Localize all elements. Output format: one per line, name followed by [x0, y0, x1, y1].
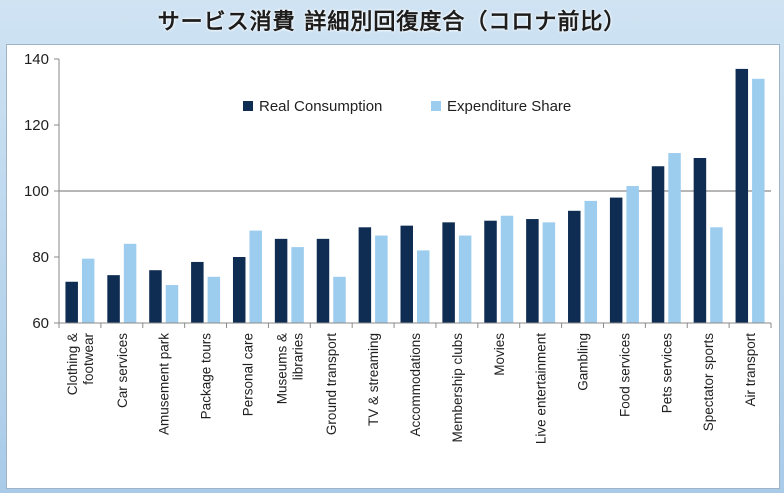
legend-item-expenditure-share-label: Expenditure Share: [447, 98, 571, 115]
legend-item-real-consumption-label: Real Consumption: [259, 98, 382, 115]
bar-expenditure-share-13: [584, 200, 598, 323]
bar-expenditure-share-2: [123, 243, 137, 323]
category-label-10: Membership clubs: [450, 333, 465, 443]
bar-real-consumption-15: [651, 166, 665, 323]
category-label-6-line-1: Museums &: [274, 333, 289, 404]
category-label-9: Accommodations: [408, 333, 423, 437]
y-tick-label-60: 60: [32, 315, 49, 332]
chart-panel: 60 80 100 120 140 Clothing & footwear Car serv…: [6, 44, 780, 489]
bar-expenditure-share-10: [458, 235, 472, 323]
bar-expenditure-share-8: [375, 235, 388, 323]
bar-real-consumption-13: [568, 210, 581, 323]
y-tick-label-100: 100: [24, 183, 49, 200]
y-tick-label-80: 80: [32, 249, 49, 266]
category-label-8: TV & streaming: [366, 333, 381, 426]
bar-real-consumption-7: [316, 238, 330, 323]
bar-real-consumption-8: [358, 227, 372, 323]
bar-expenditure-share-5: [249, 230, 262, 323]
category-label-17: Air transport: [743, 333, 758, 407]
category-label-6-line-2: libraries: [290, 333, 305, 381]
category-label-1-line-1: Clothing &: [65, 333, 80, 395]
category-label-14: Food services: [617, 333, 632, 417]
bar-expenditure-share-1: [81, 258, 95, 323]
category-label-7: Ground transport: [324, 333, 339, 435]
category-label-4: Package tours: [199, 333, 214, 420]
category-label-1-line-2: footwear: [81, 332, 96, 384]
bar-real-consumption-16: [693, 158, 707, 323]
chart-legend: Real Consumption Expenditure Share: [243, 98, 571, 115]
category-label-5: Personal care: [240, 333, 255, 416]
y-tick-label-140: 140: [24, 51, 49, 68]
category-label-15: Pets services: [659, 333, 674, 414]
bar-real-consumption-1: [65, 281, 78, 323]
page-title: サービス消費 詳細別回復度合（コロナ前比）: [157, 10, 627, 35]
bar-expenditure-share-3: [165, 285, 179, 323]
category-label-13: Gambling: [576, 333, 591, 391]
category-label-11: Movies: [492, 333, 507, 376]
bar-real-consumption-9: [400, 225, 413, 323]
bar-real-consumption-6: [274, 238, 288, 323]
legend-item-expenditure-share-swatch: [431, 101, 441, 111]
bar-real-consumption-3: [149, 270, 162, 323]
category-label-2: Car services: [115, 333, 130, 408]
bar-expenditure-share-9: [417, 250, 430, 323]
bar-real-consumption-11: [484, 220, 497, 323]
bar-real-consumption-5: [232, 257, 246, 323]
bar-expenditure-share-11: [500, 215, 514, 323]
bar-real-consumption-12: [526, 219, 539, 323]
bar-expenditure-share-7: [333, 276, 346, 323]
bar-real-consumption-14: [609, 197, 623, 323]
bar-expenditure-share-6: [291, 247, 304, 323]
bar-expenditure-share-16: [710, 227, 723, 323]
legend-item-real-consumption-swatch: [243, 101, 253, 111]
bar-real-consumption-10: [442, 222, 455, 323]
bar-real-consumption-4: [191, 261, 204, 323]
bar-real-consumption-2: [107, 275, 120, 323]
bar-real-consumption-17: [735, 68, 749, 324]
y-tick-label-120: 120: [24, 117, 49, 134]
bar-expenditure-share-4: [207, 276, 221, 323]
bar-expenditure-share-12: [542, 222, 556, 323]
category-label-16: Spectator sports: [701, 333, 716, 432]
bar-expenditure-share-14: [626, 186, 639, 323]
category-label-12: Live entertainment: [534, 333, 549, 444]
bar-expenditure-share-17: [752, 78, 765, 323]
bar-expenditure-share-15: [668, 153, 681, 323]
bar-chart: 60 80 100 120 140 Clothing & footwear Car serv…: [24, 51, 772, 444]
category-label-3: Amusement park: [157, 333, 172, 435]
